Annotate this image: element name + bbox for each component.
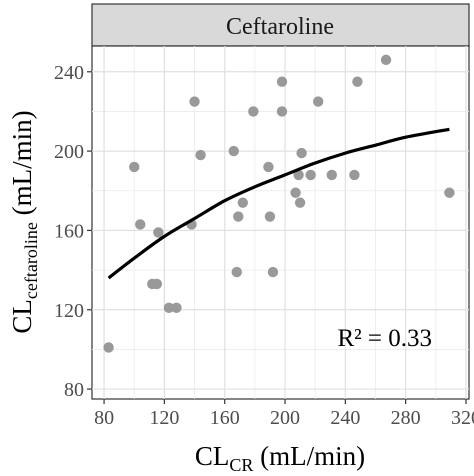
data-point [228,145,239,157]
x-tick-label: 240 [330,407,360,429]
x-axis-title-main: CL [195,441,230,471]
data-point [171,302,182,313]
data-point [352,76,363,87]
data-point [189,96,200,107]
data-point [276,76,288,87]
data-point [195,149,206,161]
facet-strip [91,3,470,47]
fit-line [107,127,450,280]
y-axis-title: CLceftaroline (mL/min) [7,110,41,333]
data-point [444,187,455,198]
y-axis-title-rest: (mL/min) [7,110,37,222]
data-point [305,169,316,181]
data-point [103,342,114,353]
data-point [264,211,276,222]
data-point [313,96,324,107]
data-point [263,161,274,173]
x-tick-label: 200 [270,407,300,429]
data-point [163,302,175,313]
data-point [380,54,392,66]
r-squared-annotation: R² = 0.33 [337,325,432,352]
data-point [135,219,146,230]
x-tick-label: 80 [94,407,114,429]
data-points [103,54,455,353]
data-point [296,147,307,159]
x-axis-title: CLCR (mL/min) [195,441,365,475]
x-tick-label: 280 [391,407,421,429]
data-point [153,227,164,238]
y-axis-title-sub: ceftaroline [21,222,41,299]
data-point [326,169,337,181]
axis-ticks: 80 120 160 200 240 280 320 80 120 160 200 240 [54,62,474,429]
data-point [267,266,279,278]
y-tick-label: 160 [54,220,84,242]
x-axis-title-sub: CR [229,455,253,475]
data-point [129,161,140,173]
x-tick-label: 320 [451,407,474,429]
y-tick-label: 120 [54,300,84,322]
data-point [233,211,244,222]
y-tick-label: 200 [54,141,84,163]
data-point [349,169,360,181]
data-point [290,187,301,198]
data-point [276,106,288,117]
y-axis-title-main: CL [7,299,37,334]
y-tick-label: 240 [54,62,84,84]
gridlines [92,46,469,399]
data-point [248,106,259,117]
y-tick-label: 80 [64,379,84,401]
x-tick-label: 160 [210,407,240,429]
x-tick-label: 120 [149,407,179,429]
data-point [293,169,304,181]
data-point [294,197,306,208]
data-point [151,278,163,290]
data-point [237,197,248,208]
facet-strip-title: Ceftaroline [226,14,334,40]
data-point [231,266,242,278]
x-axis-title-rest: (mL/min) [253,441,365,471]
